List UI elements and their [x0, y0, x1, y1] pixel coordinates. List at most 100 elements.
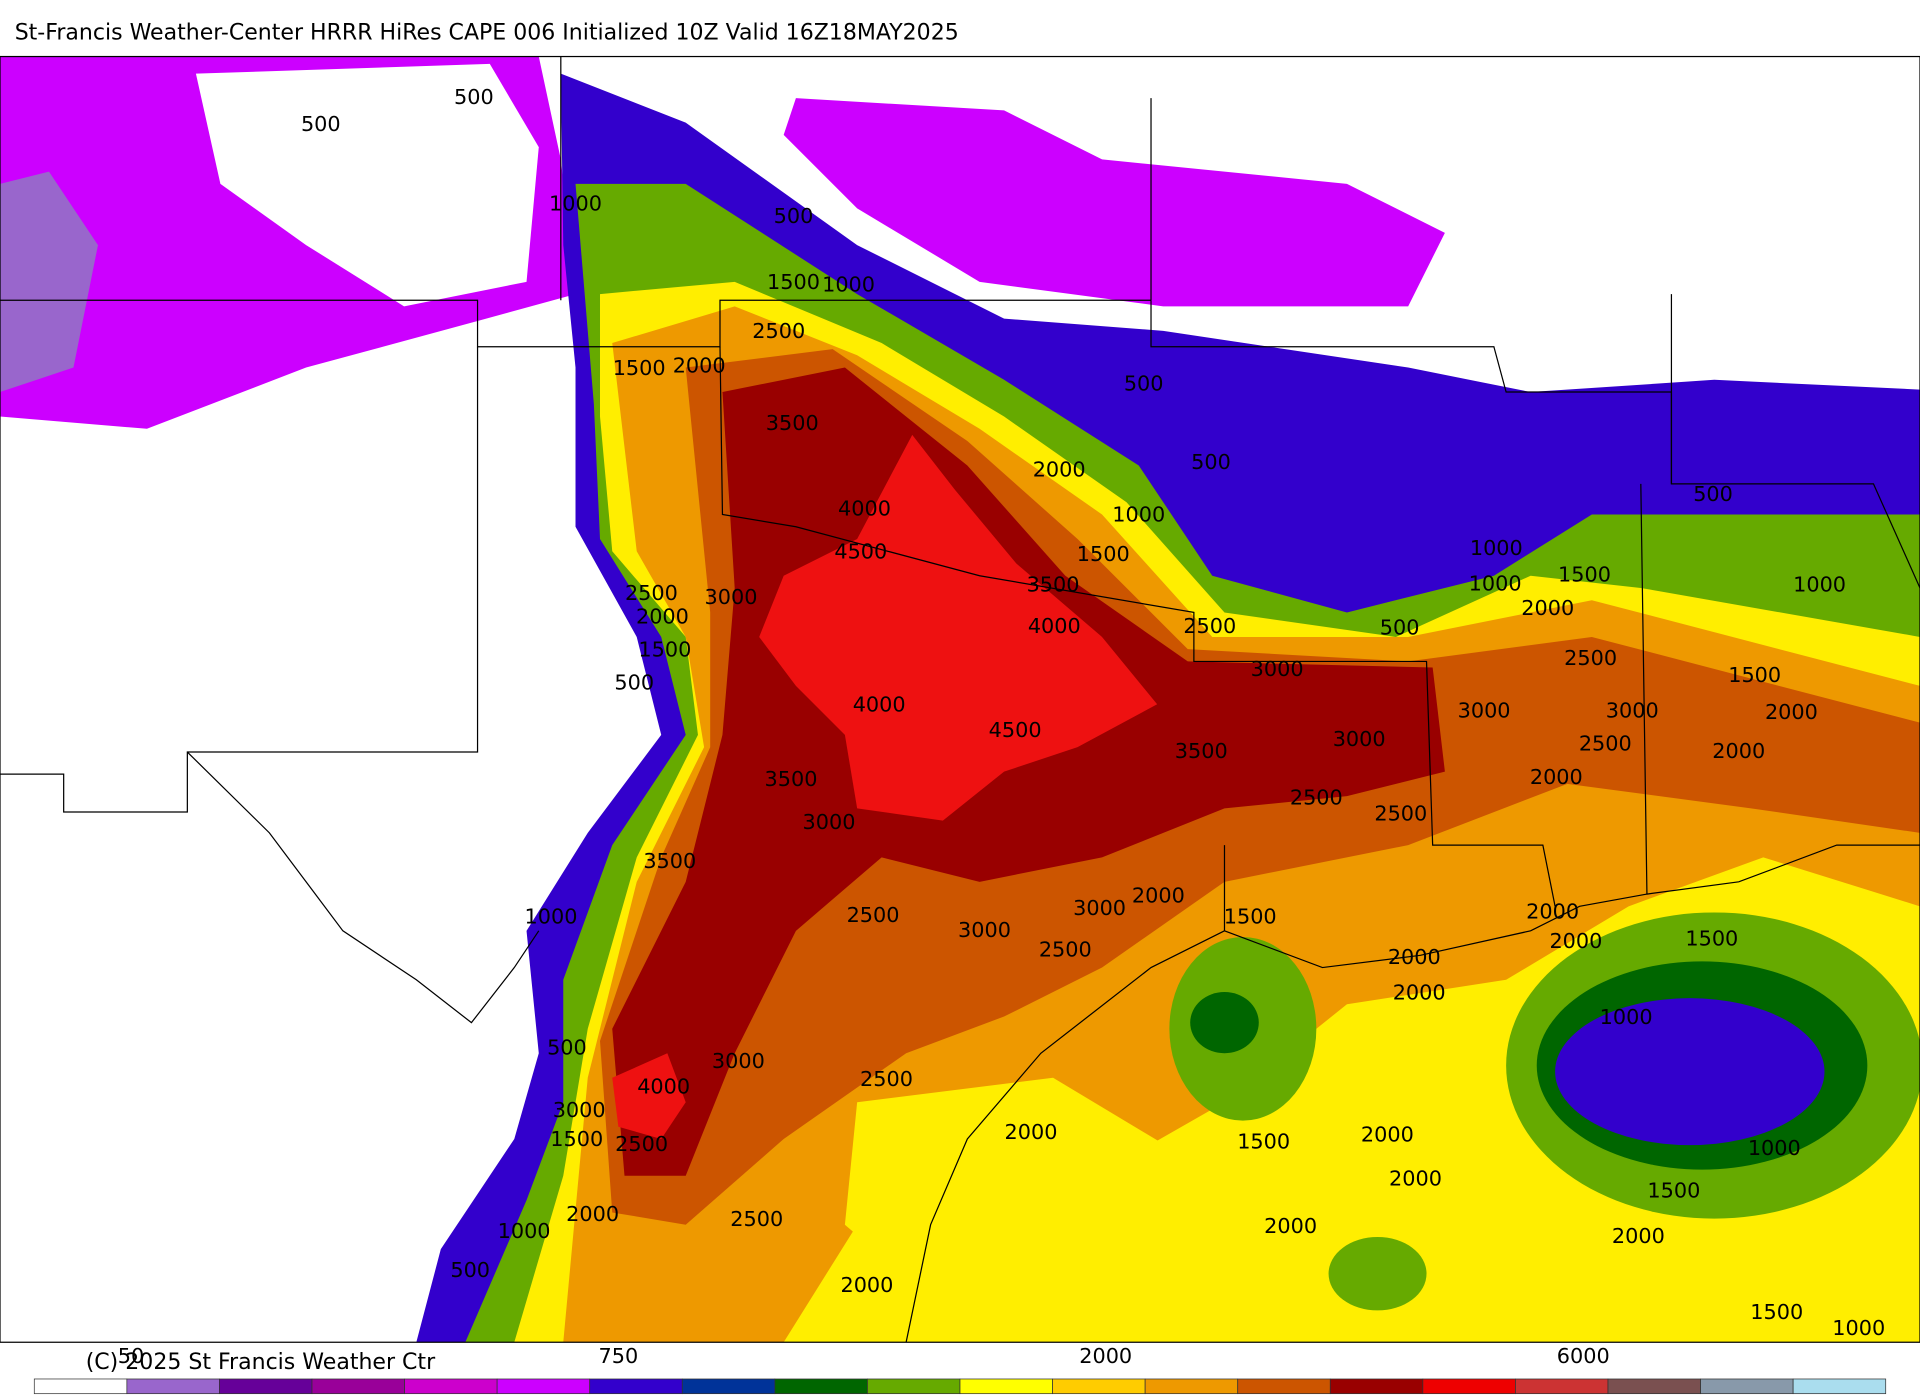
contour-label: 2000 [1549, 929, 1602, 953]
contour-label: 3000 [1251, 657, 1304, 681]
colorbar-swatch [1329, 1378, 1424, 1395]
colorbar-swatch [681, 1378, 776, 1395]
region-high [844, 1077, 1176, 1299]
contour-label: 1000 [498, 1219, 551, 1243]
contour-label: 1000 [549, 192, 602, 216]
contour-label: 3000 [803, 810, 856, 834]
contour-label: 3500 [643, 849, 696, 873]
border [186, 751, 540, 1024]
colorbar-swatch [496, 1378, 591, 1395]
title: St-Francis Weather-Center HRRR HiRes CAP… [15, 20, 959, 45]
region-none [195, 63, 539, 307]
contour-label: 2000 [1393, 980, 1446, 1004]
colorbar-label: 50 [118, 1344, 144, 1368]
state-line [1150, 300, 1920, 589]
region-mid [1190, 992, 1259, 1054]
contour-label: 2500 [1039, 937, 1092, 961]
state-line [0, 346, 479, 813]
colorbar-swatch [1237, 1378, 1331, 1395]
contour-label: 4000 [853, 693, 906, 717]
contour-label: 1000 [1832, 1316, 1885, 1340]
contour-label: 1000 [1470, 536, 1523, 560]
contour-label: 1500 [767, 270, 820, 294]
contour-label: 1500 [1728, 663, 1781, 687]
contour-label: 1500 [1237, 1130, 1290, 1154]
colorbar-swatch [1052, 1378, 1146, 1395]
region-extreme [759, 434, 1158, 821]
contour-label: 3500 [1175, 739, 1228, 763]
contour-label: 2000 [1612, 1224, 1665, 1248]
contour-label: 1500 [1647, 1179, 1700, 1203]
contour-label: 3000 [705, 585, 758, 609]
contour-label: 1500 [1224, 904, 1277, 928]
contour-label: 2500 [1579, 732, 1632, 756]
colorbar-swatch [1607, 1378, 1701, 1395]
state-line [719, 346, 1556, 907]
contour-label: 500 [547, 1035, 587, 1059]
contour-label: 500 [614, 670, 654, 694]
contour-label: 500 [301, 112, 341, 136]
contour-labels: 500 500 1000 500 1500 1000 2500 1500 2000 3500 500… [301, 85, 1885, 1340]
colorbar-swatch [959, 1378, 1053, 1395]
contour-label: 2500 [615, 1132, 668, 1156]
contour-label: 3500 [1027, 573, 1080, 597]
contour-label: 2000 [566, 1202, 619, 1226]
contour-label: 1000 [1112, 503, 1165, 527]
contour-label: 4000 [637, 1075, 690, 1099]
map-frame [0, 55, 1920, 1343]
contour-label: 2500 [1564, 646, 1617, 670]
contour-label: 500 [450, 1258, 490, 1282]
contour-label: 4000 [838, 497, 891, 521]
region-mid [1555, 998, 1825, 1146]
contour-label: 500 [454, 85, 494, 109]
contour-label: 4000 [1028, 614, 1081, 638]
contour-label: 2000 [1526, 899, 1579, 923]
contour-label: 2000 [1005, 1120, 1058, 1144]
contour-label: 2500 [730, 1207, 783, 1231]
contour-label: 1500 [1750, 1300, 1803, 1324]
region-low [783, 98, 1445, 307]
colorbar-swatch [219, 1378, 313, 1395]
state-line [0, 299, 1152, 348]
region-low [0, 171, 98, 393]
cape-field [0, 56, 1920, 1343]
colorbar: 50 750 2000 6000 [33, 1344, 1887, 1395]
contour-label: 500 [1124, 372, 1164, 396]
contour-label: 1500 [1077, 542, 1130, 566]
coast [1223, 844, 1920, 969]
colorbar-swatch [126, 1378, 220, 1395]
colorbar-swatch [1700, 1378, 1794, 1395]
contour-label: 2000 [636, 604, 689, 628]
contour-label: 1500 [613, 356, 666, 380]
state-line [560, 56, 1673, 895]
contour-label: 1000 [1748, 1136, 1801, 1160]
contour-label: 2000 [1132, 884, 1185, 908]
contour-label: 500 [1191, 450, 1231, 474]
contour-label: 3000 [1458, 699, 1511, 723]
contour-label: 2000 [1712, 739, 1765, 763]
colorbar-swatch [311, 1378, 405, 1395]
contour-label: 2500 [847, 903, 900, 927]
contour-label: 2000 [1388, 945, 1441, 969]
contour-label: 1500 [1685, 926, 1738, 950]
contour-label: 500 [774, 204, 814, 228]
contour-label: 3000 [958, 918, 1011, 942]
contour-label: 2000 [1264, 1214, 1317, 1238]
colorbar-label: 6000 [1557, 1344, 1610, 1368]
contour-label: 2000 [1033, 457, 1086, 481]
contour-label: 2000 [673, 353, 726, 377]
copyright: (C) 2025 St Francis Weather Ctr [86, 1350, 436, 1375]
colorbar-label: 750 [599, 1344, 639, 1368]
contour-label: 2500 [625, 581, 678, 605]
contour-label: 1500 [550, 1127, 603, 1151]
contour-label: 3000 [1073, 896, 1126, 920]
contour-label: 3000 [1606, 699, 1659, 723]
colorbar-swatch [1422, 1378, 1516, 1395]
contour-label: 2000 [1521, 596, 1574, 620]
contour-label: 1500 [1558, 563, 1611, 587]
contour-label: 500 [1380, 615, 1420, 639]
coast [905, 930, 1225, 1343]
colorbar-swatch [1792, 1378, 1887, 1395]
contour-label: 3000 [1333, 727, 1386, 751]
contour-label: 4500 [834, 539, 887, 563]
